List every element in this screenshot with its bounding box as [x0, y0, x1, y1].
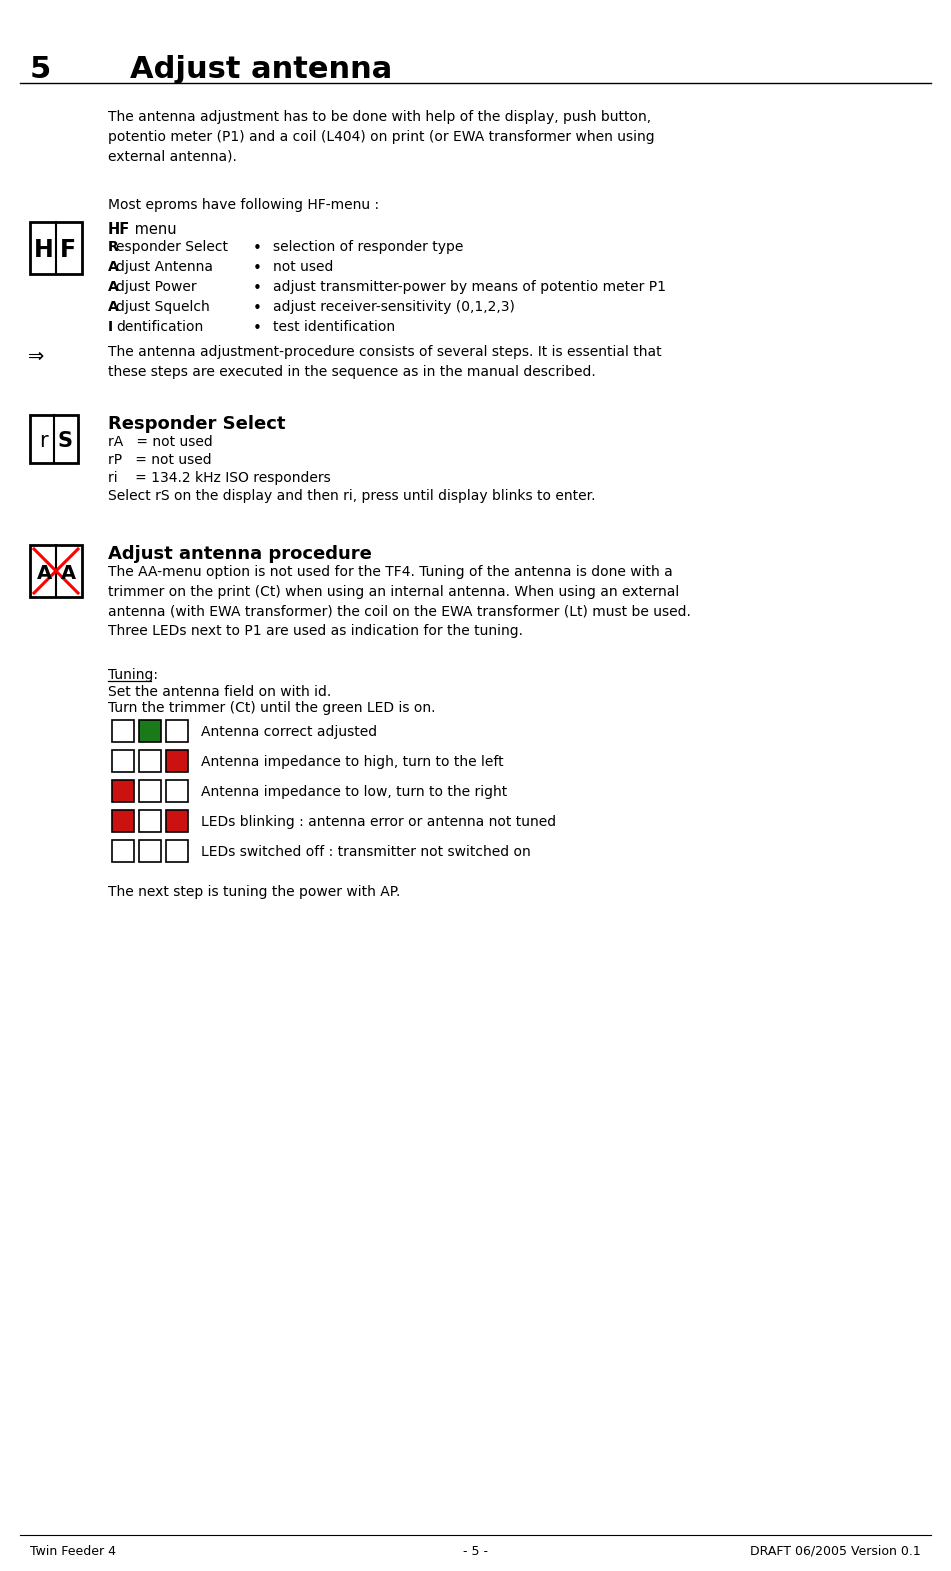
Text: Most eproms have following HF-menu :: Most eproms have following HF-menu :	[108, 198, 379, 212]
Text: 5: 5	[30, 55, 51, 83]
Text: test identification: test identification	[273, 320, 395, 335]
Text: Adjust antenna: Adjust antenna	[130, 55, 392, 83]
Text: •: •	[253, 320, 262, 336]
Text: •: •	[253, 261, 262, 276]
Bar	[166, 811, 188, 833]
Text: R: R	[108, 240, 119, 255]
Text: •: •	[253, 240, 262, 256]
Text: Antenna impedance to low, turn to the right: Antenna impedance to low, turn to the ri…	[201, 786, 507, 800]
Text: - 5 -: - 5 -	[463, 1544, 488, 1558]
Bar	[30, 415, 78, 463]
Text: •: •	[253, 281, 262, 295]
Text: dentification: dentification	[116, 320, 204, 335]
Text: A: A	[36, 564, 51, 583]
Text: Antenna correct adjusted: Antenna correct adjusted	[201, 724, 378, 738]
Text: I: I	[108, 320, 113, 335]
Text: DRAFT 06/2005 Version 0.1: DRAFT 06/2005 Version 0.1	[750, 1544, 921, 1558]
Text: adjust receiver-sensitivity (0,1,2,3): adjust receiver-sensitivity (0,1,2,3)	[273, 300, 514, 314]
Text: The antenna adjustment-procedure consists of several steps. It is essential that: The antenna adjustment-procedure consist…	[108, 346, 662, 379]
Text: Select rS on the display and then ri, press until display blinks to enter.: Select rS on the display and then ri, pr…	[108, 489, 595, 503]
Bar	[139, 749, 161, 771]
Text: •: •	[253, 302, 262, 316]
Bar	[166, 840, 188, 862]
Text: rP   = not used: rP = not used	[108, 452, 212, 467]
Bar	[112, 811, 134, 833]
Text: djust Antenna: djust Antenna	[116, 259, 213, 273]
Text: rA   = not used: rA = not used	[108, 435, 213, 449]
Text: esponder Select: esponder Select	[116, 240, 228, 255]
Text: LEDs blinking : antenna error or antenna not tuned: LEDs blinking : antenna error or antenna…	[201, 815, 556, 829]
Text: selection of responder type: selection of responder type	[273, 240, 463, 255]
Text: H: H	[34, 237, 54, 262]
Text: Antenna impedance to high, turn to the left: Antenna impedance to high, turn to the l…	[201, 756, 504, 768]
Text: Set the antenna field on with id.: Set the antenna field on with id.	[108, 685, 331, 699]
Text: Adjust antenna procedure: Adjust antenna procedure	[108, 545, 372, 562]
Text: F: F	[60, 237, 76, 262]
Text: Turn the trimmer (Ct) until the green LED is on.: Turn the trimmer (Ct) until the green LE…	[108, 701, 436, 715]
Bar	[166, 720, 188, 742]
Bar	[139, 811, 161, 833]
Text: LEDs switched off : transmitter not switched on: LEDs switched off : transmitter not swit…	[201, 845, 531, 859]
Text: menu: menu	[130, 222, 177, 237]
Text: Twin Feeder 4: Twin Feeder 4	[30, 1544, 116, 1558]
Text: S: S	[57, 430, 72, 451]
Bar	[166, 749, 188, 771]
Text: ri    = 134.2 kHz ISO responders: ri = 134.2 kHz ISO responders	[108, 471, 331, 485]
Text: The next step is tuning the power with AP.: The next step is tuning the power with A…	[108, 884, 400, 899]
Text: djust Squelch: djust Squelch	[116, 300, 210, 314]
Text: Responder Select: Responder Select	[108, 415, 285, 434]
Text: r: r	[39, 430, 48, 451]
Bar	[112, 779, 134, 803]
Bar	[30, 222, 82, 273]
Text: The AA-menu option is not used for the TF4. Tuning of the antenna is done with a: The AA-menu option is not used for the T…	[108, 566, 690, 638]
Bar	[112, 720, 134, 742]
Text: adjust transmitter-power by means of potentio meter P1: adjust transmitter-power by means of pot…	[273, 280, 666, 294]
Text: djust Power: djust Power	[116, 280, 197, 294]
Text: The antenna adjustment has to be done with help of the display, push button,
pot: The antenna adjustment has to be done wi…	[108, 110, 654, 163]
Text: A: A	[108, 300, 119, 314]
Bar	[166, 779, 188, 803]
Text: A: A	[108, 259, 119, 273]
Text: HF: HF	[108, 222, 130, 237]
Bar	[139, 840, 161, 862]
Bar	[112, 749, 134, 771]
Bar	[139, 779, 161, 803]
Text: ⇒: ⇒	[28, 347, 45, 366]
Text: not used: not used	[273, 259, 334, 273]
Bar	[139, 720, 161, 742]
Text: Tuning:: Tuning:	[108, 668, 158, 682]
Bar	[112, 840, 134, 862]
Text: A: A	[108, 280, 119, 294]
Bar	[30, 545, 82, 597]
Text: A: A	[61, 564, 75, 583]
